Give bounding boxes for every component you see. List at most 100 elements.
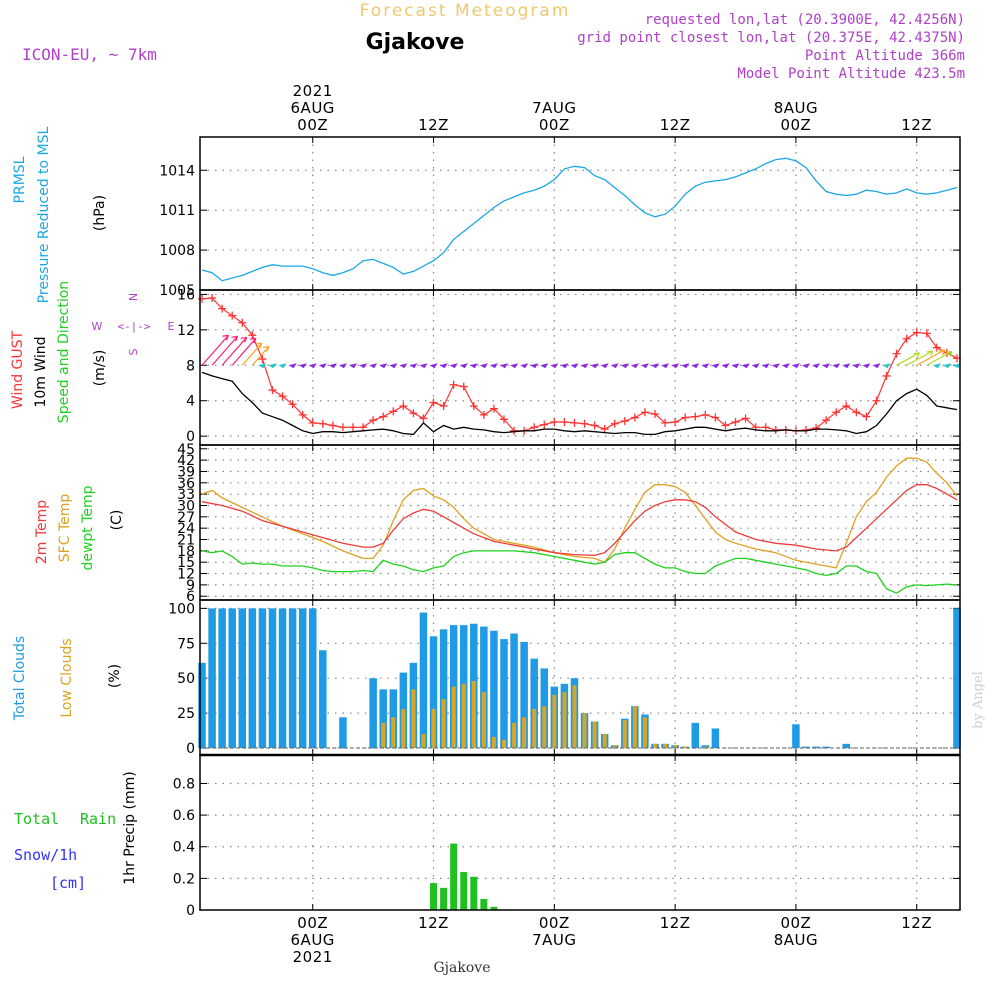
wind-direction-arrow — [661, 363, 670, 369]
y-tick-label: 1005 — [159, 283, 195, 299]
low-cloud-bar — [421, 734, 426, 749]
gust-marker — [449, 380, 458, 389]
total-cloud-bar — [198, 662, 206, 749]
wind-direction-arrow — [251, 346, 270, 366]
gust-marker — [650, 410, 659, 418]
total-cloud-bar — [802, 746, 810, 749]
compass-s: S — [127, 348, 140, 355]
bottom-time-label: 00Z — [539, 914, 570, 932]
total-cloud-bar — [812, 746, 820, 749]
wind-direction-arrow — [349, 363, 358, 369]
gust-marker — [741, 414, 750, 423]
wind-direction-arrow — [255, 342, 263, 349]
gust-marker — [671, 417, 680, 426]
wind-direction-arrow — [469, 363, 478, 369]
snow-unit-label: [cm] — [50, 874, 86, 892]
low-cloud-bar — [572, 685, 577, 749]
top-time-label: 00Z — [780, 116, 811, 134]
total-cloud-bar — [701, 745, 710, 749]
gust-marker — [661, 418, 670, 427]
wind-direction-arrow — [580, 363, 589, 369]
wind-direction-arrow — [379, 363, 388, 369]
total-cloud-bar — [308, 608, 317, 749]
top-time-label: 00Z — [297, 116, 328, 134]
y-tick-label: 24 — [177, 521, 195, 537]
wind-direction-arrow — [489, 363, 498, 369]
gust-marker — [872, 396, 881, 405]
total-cloud-bar — [530, 658, 538, 749]
wind-direction-arrow — [852, 363, 861, 369]
wind-direction-arrow — [389, 363, 398, 369]
wind-direction-arrow — [449, 363, 458, 369]
wind-direction-arrow — [751, 363, 760, 369]
panel-frame — [199, 754, 961, 911]
wind-direction-arrow — [318, 363, 327, 369]
low-cloud-bar — [381, 722, 386, 749]
y-tick-label: 30 — [177, 498, 195, 514]
gust-marker — [550, 417, 559, 426]
footer-location: Gjakove — [434, 960, 491, 976]
gust-marker — [459, 382, 468, 391]
y-tick-label: 42 — [177, 453, 195, 469]
requested-coords: requested lon,lat (20.3900E, 42.4256N) — [645, 12, 965, 28]
compass-arrows-icon: <-|-> — [117, 320, 150, 333]
bottom-time-label: 6AUG — [291, 931, 335, 949]
wind-direction-arrow — [640, 363, 649, 369]
total-clouds-label: Total Clouds — [12, 636, 28, 721]
total-cloud-bar — [238, 608, 247, 749]
bottom-time-label: 7AUG — [532, 931, 576, 949]
low-cloud-bar — [512, 722, 517, 749]
total-cloud-bar — [490, 630, 498, 749]
low-cloud-bar — [642, 717, 647, 749]
y-tick-label: 6 — [186, 589, 195, 605]
wind-direction-arrow — [222, 334, 229, 341]
wind-direction-arrow — [201, 334, 229, 366]
bottom-time-label: 8AUG — [774, 931, 818, 949]
gust-marker — [681, 413, 690, 422]
gust-marker — [379, 412, 388, 421]
low-cloud-bar — [663, 743, 668, 749]
gust-label: Wind GUST — [10, 330, 26, 409]
y-tick-label: 0 — [186, 429, 195, 445]
wind-direction-arrow — [359, 363, 368, 369]
low-cloud-bar — [461, 683, 466, 749]
compass-n: N — [127, 293, 140, 301]
total-cloud-bar — [429, 636, 438, 749]
gust-marker — [731, 417, 740, 426]
total-cloud-bar — [711, 728, 720, 749]
total-cloud-bar — [520, 641, 528, 749]
wind-direction-arrow — [932, 363, 941, 369]
gust-marker — [610, 419, 619, 428]
low-cloud-bar — [673, 745, 678, 749]
total-cloud-bar — [822, 746, 830, 749]
total-cloud-bar — [439, 629, 448, 749]
y-tick-label: 4 — [186, 394, 195, 410]
wind-direction-arrow — [671, 363, 680, 369]
wind-direction-arrow — [610, 363, 619, 369]
wind-direction-arrow — [419, 363, 428, 369]
bottom-time-label: 00Z — [297, 914, 328, 932]
gust-marker — [711, 413, 720, 422]
low-cloud-bar — [491, 736, 496, 749]
wind-direction-arrow — [801, 363, 810, 369]
wind-direction-arrow — [249, 337, 257, 344]
clouds-panel-labels: Total Clouds Low Clouds (%) — [12, 636, 123, 721]
total-cloud-bar — [691, 722, 700, 749]
rain-label: Rain — [80, 810, 116, 828]
temperature-panel-labels: 2m Temp SFC Temp dewpt Temp (C) — [34, 485, 125, 570]
gust-marker — [409, 409, 418, 418]
model-point-altitude: Model Point Altitude 423.5m — [737, 66, 965, 82]
total-cloud-bar — [449, 625, 458, 749]
wind-direction-arrow — [691, 363, 700, 369]
low-clouds-label: Low Clouds — [59, 638, 75, 717]
wind-direction-arrow — [945, 350, 953, 357]
dewpt-temp-label: dewpt Temp — [80, 485, 96, 570]
rain-bar — [490, 906, 498, 910]
total-cloud-bar — [500, 639, 508, 749]
pressure-msl-label: Pressure Reduced to MSL — [36, 126, 52, 303]
wind-direction-arrow — [842, 363, 851, 369]
gust-marker — [892, 349, 901, 358]
wind-direction-arrow — [500, 363, 508, 369]
wind-direction-arrow — [771, 363, 780, 369]
low-cloud-bar — [622, 720, 627, 749]
